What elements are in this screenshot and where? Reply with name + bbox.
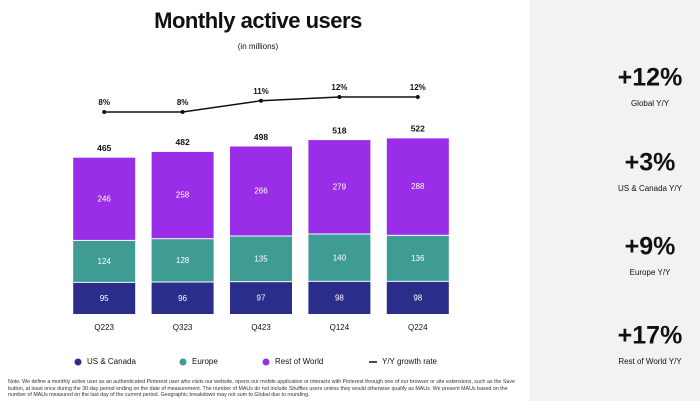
highlight-label: Rest of World Y/Y [618,357,682,366]
bar-segment [230,282,292,314]
bar-segment [73,157,136,240]
bar-segment [308,234,371,281]
growth-point [259,98,263,103]
total-label: 522 [411,124,425,134]
highlight-value: +12% [618,64,683,92]
segment-label: 246 [98,194,112,203]
x-tick-label: Q124 [330,323,350,332]
total-label: 518 [332,125,346,135]
segment-label: 95 [100,294,109,303]
legend-label: US & Canada [87,357,136,366]
segment-label: 97 [257,294,266,303]
x-tick-label: Q323 [173,323,193,332]
segment-label: 279 [333,182,347,191]
x-tick-label: Q423 [251,323,271,332]
total-label: 498 [254,132,268,142]
bar-segment [386,281,449,314]
bar-segment [151,151,214,239]
segment-label: 258 [176,191,190,200]
side-panel [530,0,700,401]
segment-label: 140 [333,253,347,262]
highlight-value: +3% [625,149,676,177]
bar-segment [308,140,371,234]
growth-point [415,95,420,99]
highlight-label: Europe Y/Y [630,268,671,277]
total-label: 482 [176,137,190,147]
highlight-label: US & Canada Y/Y [618,184,683,193]
legend-swatch [179,358,187,366]
bar-segment [308,281,371,314]
highlight-value: +17% [618,322,683,350]
growth-label: 12% [331,83,347,92]
bar-segment [73,240,136,282]
growth-point [102,110,107,114]
highlight-label: Global Y/Y [631,99,670,108]
segment-label: 135 [254,254,268,263]
legend-label: Europe [192,357,218,366]
segment-label: 266 [254,187,268,196]
total-label: 465 [97,143,111,153]
legend-label: Y/Y growth rate [382,357,438,366]
segment-label: 96 [178,294,187,303]
growth-label: 12% [410,83,426,92]
legend-swatch [262,358,270,366]
segment-label: 98 [335,294,344,303]
bar-segment [386,138,449,235]
growth-label: 8% [177,98,189,107]
legend-label: Rest of World [275,357,323,366]
bar-segment [230,146,292,236]
segment-label: 288 [411,182,425,191]
highlight-value: +9% [625,233,676,261]
bar-segment [230,236,292,282]
x-tick-label: Q223 [94,323,114,332]
bar-segment [386,235,449,281]
bar-segment [151,282,214,314]
chart-subtitle: (in millions) [238,42,279,51]
footnote: Note: We define a monthly active user as… [8,379,515,398]
legend-swatch [74,358,82,366]
bar-segment [73,282,136,314]
segment-label: 128 [176,256,190,265]
growth-label: 11% [253,87,269,96]
growth-point [337,95,342,99]
segment-label: 124 [98,257,112,266]
growth-point [180,110,185,114]
segment-label: 98 [413,294,422,303]
x-tick-label: Q224 [408,323,428,332]
chart-title: Monthly active users [154,8,362,33]
segment-label: 136 [411,254,425,263]
growth-label: 8% [98,98,110,107]
bar-segment [151,239,214,282]
